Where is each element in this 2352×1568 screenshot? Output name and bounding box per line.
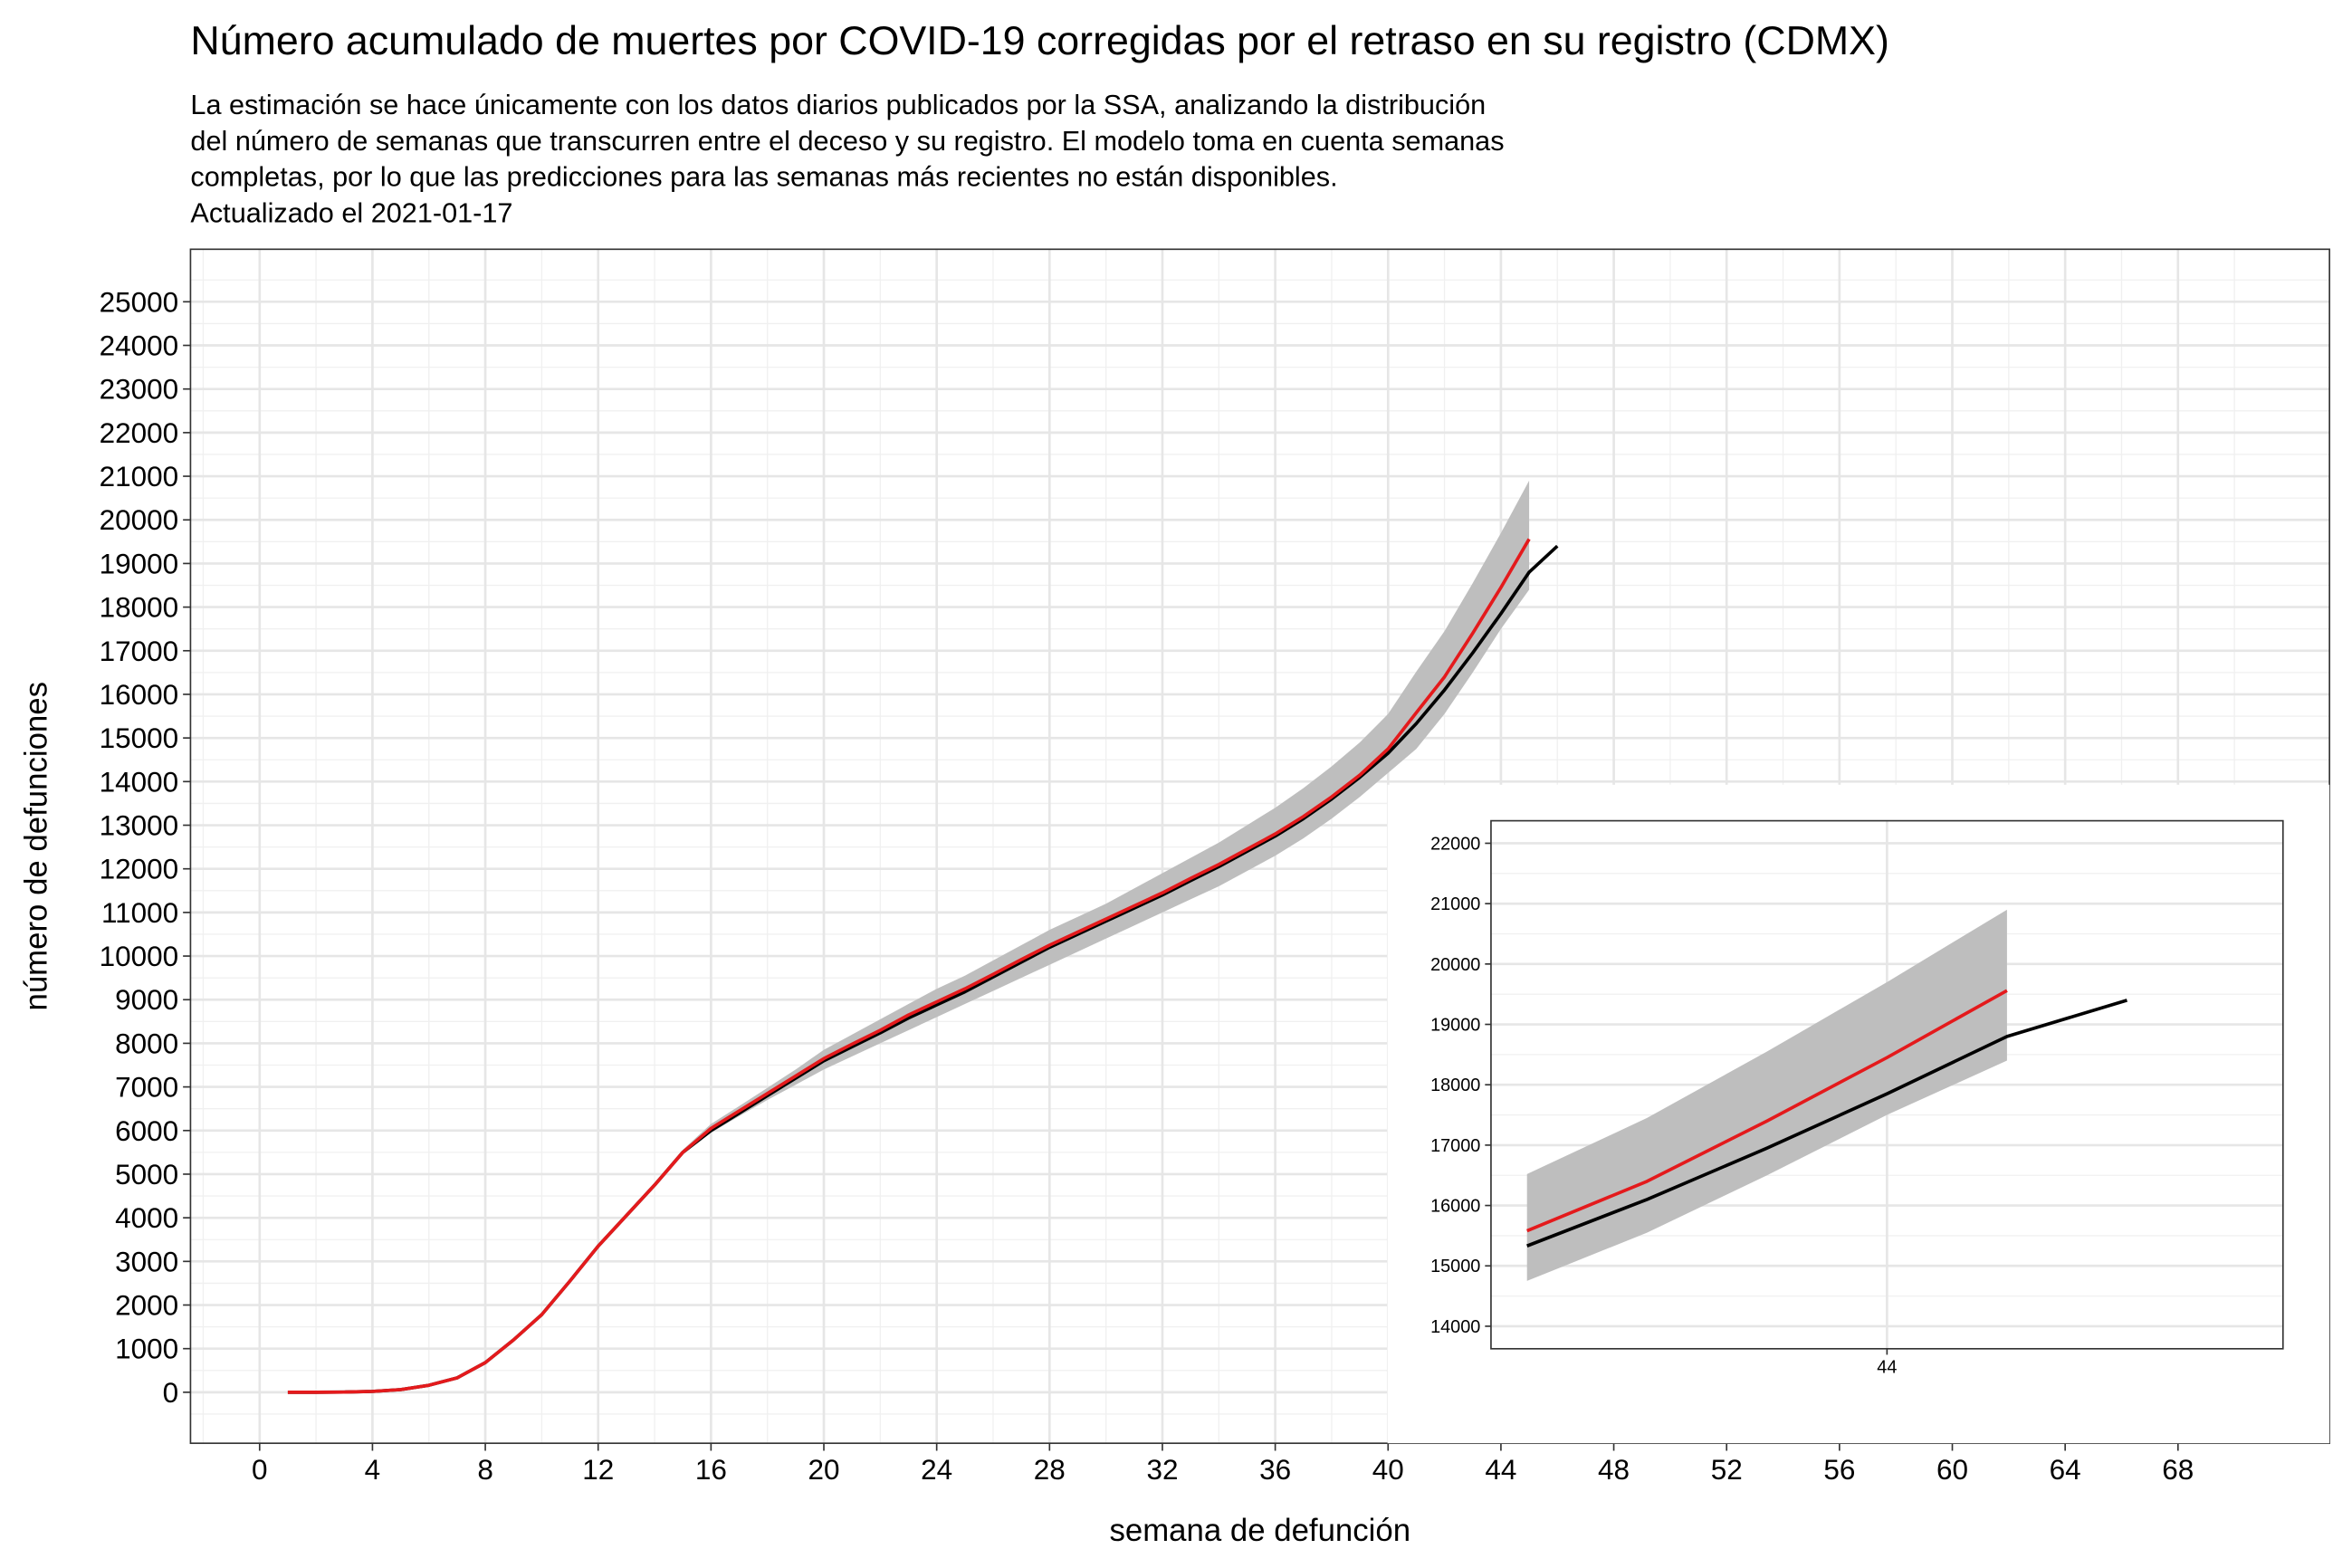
x-tick-label: 20	[808, 1454, 840, 1486]
y-tick-label: 4000	[115, 1202, 178, 1234]
y-tick-label: 19000	[100, 548, 179, 579]
x-tick-label: 44	[1485, 1454, 1516, 1486]
y-tick-label: 14000	[1430, 1317, 1480, 1337]
y-tick-label: 17000	[100, 636, 179, 667]
x-tick-label: 8	[477, 1454, 493, 1486]
subtitle-line: La estimación se hace únicamente con los…	[190, 90, 1486, 120]
y-tick-label: 17000	[1430, 1136, 1480, 1156]
x-tick-label: 36	[1259, 1454, 1291, 1486]
chart-title: Número acumulado de muertes por COVID-19…	[190, 19, 1888, 63]
y-tick-label: 21000	[100, 461, 179, 492]
x-tick-label: 64	[2050, 1454, 2081, 1486]
y-tick-label: 6000	[115, 1115, 178, 1147]
x-tick-label: 44	[1877, 1357, 1897, 1377]
y-tick-label: 7000	[115, 1072, 178, 1104]
y-tick-label: 8000	[115, 1028, 178, 1059]
x-tick-label: 0	[252, 1454, 268, 1486]
y-tick-label: 13000	[100, 810, 179, 842]
y-tick-label: 25000	[100, 286, 179, 318]
y-tick-label: 22000	[100, 417, 179, 449]
y-tick-label: 9000	[115, 984, 178, 1016]
x-tick-label: 16	[695, 1454, 727, 1486]
y-tick-label: 5000	[115, 1159, 178, 1190]
y-tick-label: 19000	[1430, 1015, 1480, 1035]
subtitle-line: completas, por lo que las predicciones p…	[190, 162, 1337, 193]
y-tick-label: 22000	[1430, 834, 1480, 854]
y-axis-label: número de defunciones	[19, 682, 53, 1011]
y-tick-label: 18000	[100, 592, 179, 624]
subtitle-line: Actualizado el 2021-01-17	[190, 197, 512, 228]
series-line	[1526, 989, 2008, 1233]
x-tick-label: 68	[2162, 1454, 2194, 1486]
y-tick-label: 24000	[100, 330, 179, 362]
y-tick-label: 16000	[1430, 1197, 1480, 1217]
y-tick-label: 3000	[115, 1246, 178, 1277]
series-line	[1526, 999, 2127, 1248]
x-tick-label: 24	[921, 1454, 952, 1486]
y-tick-label: 21000	[1430, 894, 1480, 914]
x-tick-label: 56	[1823, 1454, 1855, 1486]
y-tick-label: 18000	[1430, 1076, 1480, 1095]
x-tick-label: 48	[1598, 1454, 1630, 1486]
y-tick-label: 10000	[100, 941, 179, 972]
y-tick-label: 0	[163, 1377, 179, 1409]
y-tick-label: 11000	[101, 897, 178, 929]
series-line	[287, 538, 1531, 1394]
y-tick-label: 14000	[100, 766, 179, 798]
x-tick-label: 40	[1372, 1454, 1404, 1486]
y-tick-label: 15000	[1430, 1257, 1480, 1276]
y-tick-label: 23000	[100, 374, 179, 406]
confidence-band	[1526, 909, 2007, 1281]
x-tick-label: 28	[1034, 1454, 1066, 1486]
x-tick-label: 60	[1936, 1454, 1968, 1486]
x-tick-label: 4	[365, 1454, 381, 1486]
x-tick-label: 52	[1711, 1454, 1743, 1486]
y-tick-label: 15000	[100, 722, 179, 754]
subtitle-line: del número de semanas que transcurren en…	[190, 126, 1504, 157]
y-tick-label: 2000	[115, 1290, 178, 1322]
y-tick-label: 12000	[100, 854, 179, 885]
y-tick-label: 20000	[1430, 955, 1480, 975]
x-tick-label: 32	[1146, 1454, 1178, 1486]
x-tick-label: 12	[582, 1454, 614, 1486]
y-tick-label: 16000	[100, 679, 179, 711]
y-tick-label: 20000	[100, 504, 179, 536]
x-axis-label: semana de defunción	[1109, 1514, 1410, 1548]
y-tick-label: 1000	[115, 1334, 178, 1365]
